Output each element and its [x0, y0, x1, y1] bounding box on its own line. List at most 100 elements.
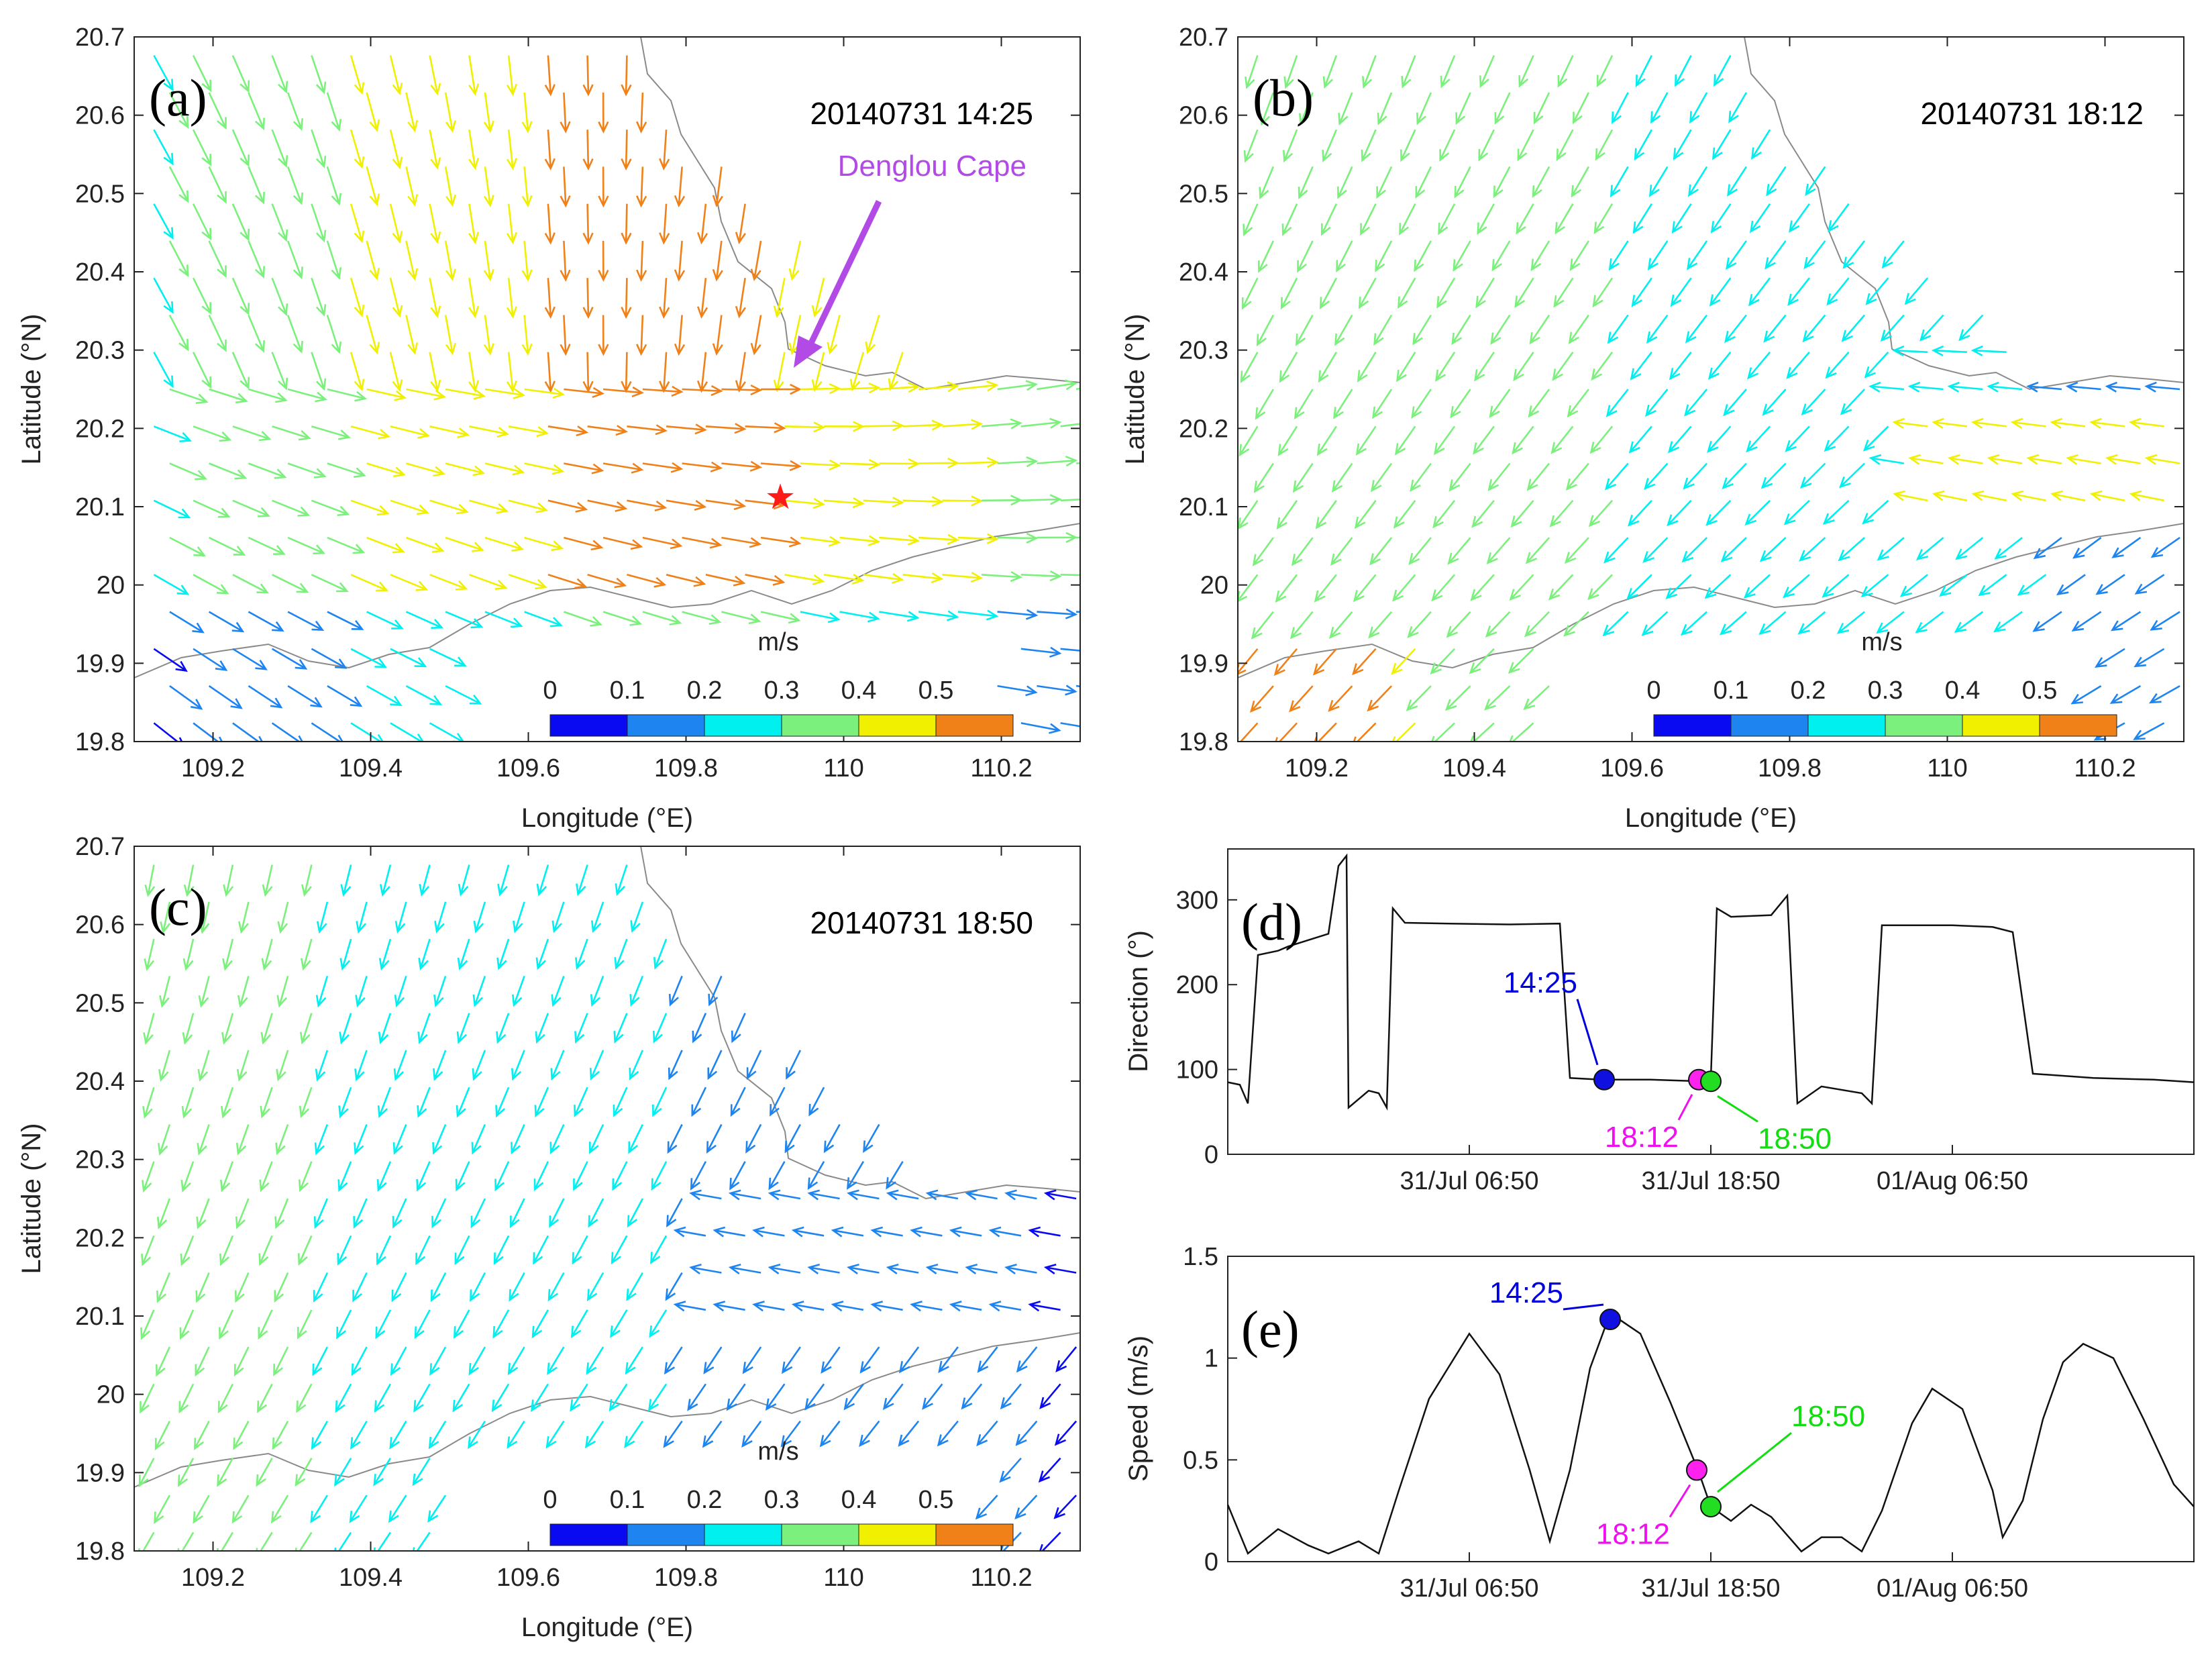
current-arrow	[800, 611, 841, 623]
current-arrow	[1892, 417, 1928, 429]
current-arrow	[1043, 1189, 1077, 1201]
current-arrow	[232, 499, 270, 517]
current-arrow	[1509, 722, 1534, 742]
current-arrow	[272, 425, 311, 441]
current-arrow	[1881, 240, 1905, 269]
current-arrow	[999, 1457, 1022, 1483]
current-arrow	[761, 460, 802, 472]
current-arrow	[311, 722, 344, 742]
current-arrow	[659, 130, 670, 170]
current-arrow	[232, 574, 270, 594]
marker-pointer	[1563, 1303, 1604, 1311]
current-arrow	[352, 1272, 368, 1303]
x-tick-label: 109.2	[1285, 754, 1349, 783]
current-arrow	[521, 240, 533, 282]
current-arrow	[1368, 611, 1393, 639]
current-arrow	[1824, 425, 1850, 452]
current-arrow	[1759, 537, 1787, 562]
current-arrow	[1494, 92, 1511, 125]
y-tick-label: 20.4	[75, 1068, 125, 1096]
current-arrow	[1391, 722, 1416, 742]
colorbar-tick-label: 0.1	[610, 1486, 645, 1514]
current-arrow	[1316, 425, 1337, 456]
current-arrow	[1479, 55, 1495, 89]
current-arrow	[824, 421, 865, 432]
current-arrow	[879, 458, 920, 470]
current-arrow	[193, 722, 223, 742]
current-arrow	[350, 129, 365, 169]
current-arrow	[531, 1383, 549, 1412]
direction-line	[1227, 853, 2195, 1111]
current-arrow	[208, 92, 227, 130]
current-arrow	[1273, 648, 1298, 676]
current-arrow	[496, 938, 510, 970]
current-arrow	[180, 1235, 195, 1266]
current-arrow	[2150, 537, 2180, 558]
current-arrow	[859, 1346, 880, 1374]
current-arrow	[977, 1346, 998, 1373]
current-arrow	[668, 1050, 683, 1080]
current-arrow	[1862, 425, 1889, 452]
current-arrow	[721, 536, 762, 548]
current-arrow	[1762, 389, 1787, 416]
current-arrow	[394, 901, 407, 934]
current-arrow	[273, 1346, 289, 1376]
current-arrow	[544, 203, 556, 245]
current-arrow	[1318, 352, 1338, 383]
current-arrow	[1709, 277, 1732, 307]
colorbar-segment	[935, 714, 1014, 737]
current-arrow	[1720, 611, 1747, 636]
current-arrow	[1431, 574, 1456, 602]
current-arrow	[1438, 203, 1456, 236]
current-arrow	[746, 1050, 762, 1080]
current-arrow	[652, 1087, 668, 1117]
current-arrow	[350, 574, 389, 592]
current-arrow	[2144, 381, 2180, 393]
current-arrow	[508, 425, 549, 438]
current-arrow	[506, 278, 518, 319]
current-arrow	[625, 1346, 643, 1375]
current-arrow	[1707, 425, 1732, 453]
current-arrow	[666, 1198, 683, 1228]
current-arrow	[1548, 574, 1574, 601]
current-arrow	[788, 315, 802, 356]
current-arrow	[299, 1013, 313, 1045]
current-arrow	[703, 1346, 723, 1374]
current-arrow	[355, 976, 368, 1008]
current-arrow	[445, 388, 486, 400]
current-arrow	[169, 611, 205, 634]
current-arrow	[865, 315, 880, 354]
y-axis-label: Latitude (°N)	[1120, 314, 1150, 465]
y-tick-label: 20.3	[75, 1146, 125, 1174]
current-arrow	[1415, 166, 1432, 199]
current-arrow	[1353, 574, 1377, 603]
current-arrow	[1369, 537, 1393, 566]
current-arrow	[261, 938, 273, 971]
current-arrow	[673, 1301, 706, 1312]
current-arrow	[350, 1420, 368, 1450]
current-arrow	[192, 129, 212, 166]
y-tick-label: 300	[1176, 887, 1218, 915]
current-arrow	[582, 352, 594, 393]
current-arrow	[1555, 203, 1574, 235]
current-arrow	[1396, 352, 1416, 383]
current-arrow	[1249, 685, 1274, 713]
x-tick-label: 109.2	[181, 1564, 245, 1592]
current-arrow	[1037, 685, 1077, 696]
current-arrow	[1292, 462, 1314, 493]
current-arrow	[337, 1161, 352, 1193]
current-arrow	[159, 976, 171, 1008]
current-arrow	[1864, 351, 1889, 379]
current-arrow	[922, 1383, 943, 1410]
current-arrow	[153, 203, 174, 240]
current-arrow	[1435, 351, 1456, 382]
current-arrow	[1684, 389, 1708, 417]
current-arrow	[351, 1346, 368, 1376]
current-arrow	[209, 462, 248, 480]
current-arrow	[1375, 240, 1393, 272]
current-arrow	[1314, 574, 1337, 603]
current-arrow	[1631, 277, 1652, 307]
current-arrow	[1602, 611, 1629, 637]
current-arrow	[1765, 240, 1787, 270]
current-arrow	[140, 1383, 155, 1414]
